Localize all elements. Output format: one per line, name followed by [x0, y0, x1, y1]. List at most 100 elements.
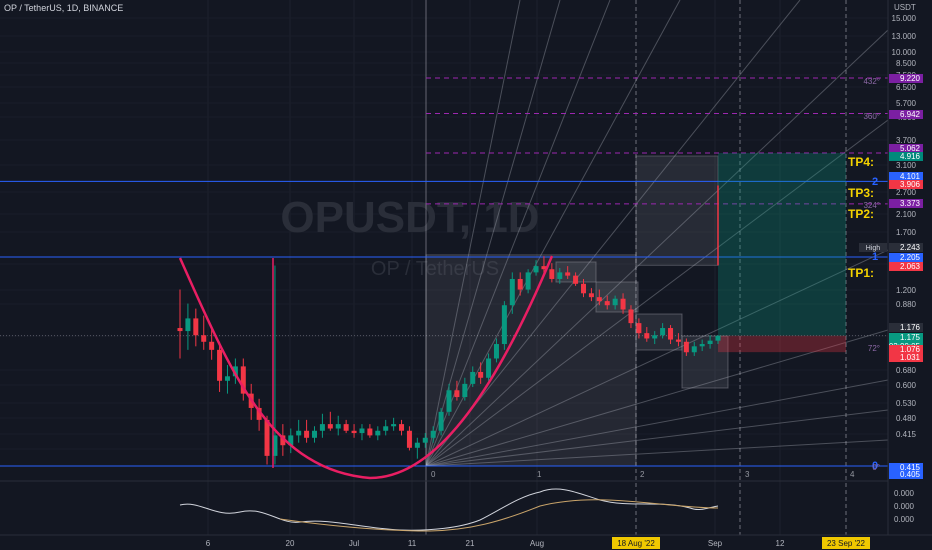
price-tick: 2.700: [896, 188, 917, 197]
candle-body: [406, 430, 412, 448]
candle-body: [557, 272, 563, 279]
candle-body: [446, 390, 452, 412]
price-tick: 13.000: [892, 32, 917, 41]
drawing-boxes: [425, 155, 729, 467]
price-badge-text: 5.062: [900, 144, 921, 153]
time-axis[interactable]: 6 20 Jul 11 21 Aug Sep 12 18 Aug '22 23 Sep '22: [0, 534, 932, 550]
price-badge: [889, 345, 923, 354]
position-loss-zone: [718, 335, 846, 353]
price-badge-text: 0.405: [900, 470, 921, 479]
price-badge-text: 4.916: [900, 152, 921, 161]
projection-box: [635, 155, 719, 266]
price-tick: 8.500: [896, 59, 917, 68]
long-position-tool[interactable]: [717, 153, 846, 353]
price-tick: 0.530: [896, 399, 917, 408]
chart-title: OP / TetherUS, 1D, BINANCE: [4, 3, 124, 13]
price-badge: [889, 333, 923, 342]
candle-body: [422, 437, 428, 443]
price-badge-text: 2.063: [900, 262, 921, 271]
price-badge-text: 2.243: [900, 243, 921, 252]
gann-label: 432°: [863, 77, 880, 86]
price-tick: 0.600: [896, 381, 917, 390]
price-badge: [889, 180, 923, 189]
price-badge: [889, 152, 923, 161]
price-badge-text: 0.415: [900, 463, 921, 472]
candle-body: [596, 297, 602, 302]
candle-body: [399, 424, 405, 431]
price-tick: 0.880: [896, 300, 917, 309]
candle-body: [383, 426, 389, 431]
chart-grid: [207, 0, 781, 535]
candle-body: [367, 428, 373, 436]
fib-label: 0: [872, 460, 878, 472]
grid-number: 3: [745, 470, 750, 479]
candle-body: [668, 328, 674, 340]
price-tick: 0.680: [896, 366, 917, 375]
price-badge: [889, 243, 923, 252]
candle-body: [280, 435, 286, 446]
indicator-line: [179, 488, 719, 531]
candle-body: [549, 269, 555, 279]
price-tick: 1.200: [896, 286, 917, 295]
gann-fan-line: [425, 29, 889, 467]
candle-body: [217, 349, 223, 381]
price-badge-text: 6.942: [900, 110, 921, 119]
price-badge-text: 1.175: [900, 333, 921, 342]
time-tick: 6: [206, 539, 211, 548]
grid-number: 4: [850, 470, 855, 479]
candle-body: [707, 340, 713, 345]
candle-body: [240, 366, 246, 394]
step-box: [681, 335, 729, 389]
candle-body: [375, 430, 381, 436]
candle-body: [478, 371, 484, 378]
time-tick: 20: [286, 539, 295, 548]
tp-label: TP3:: [848, 186, 874, 200]
candle-body: [438, 411, 444, 431]
gann-fan-line: [425, 439, 889, 467]
candle-body: [493, 344, 499, 359]
grid-number: 1: [537, 470, 542, 479]
candle-body: [462, 383, 468, 398]
watermark-pair: OP / TetherUS: [371, 258, 499, 280]
candle-body: [430, 430, 436, 438]
gann-label: 72°: [868, 344, 880, 353]
high-badge: [859, 243, 887, 252]
time-badge-text: 18 Aug '22: [617, 539, 655, 548]
candle-body: [660, 328, 666, 336]
price-tick: 0.480: [896, 414, 917, 423]
candle-body: [588, 293, 594, 298]
gann-label: 324°: [863, 201, 880, 210]
price-badge: [889, 172, 923, 181]
time-tick: Aug: [530, 539, 544, 548]
time-badge: [822, 537, 870, 549]
gann-fan-line: [425, 0, 801, 467]
price-badge-text: 2.205: [900, 253, 921, 262]
gann-label: 0°: [872, 463, 880, 472]
price-badge: [889, 353, 923, 362]
gann-box: [425, 254, 637, 467]
candle-body: [628, 309, 634, 324]
candle-body: [636, 323, 642, 334]
price-badge: [889, 144, 923, 153]
price-badge: [889, 110, 923, 119]
axis-currency: USDT: [894, 3, 916, 12]
gann-fan-line: [425, 0, 521, 467]
price-badge: [889, 253, 923, 262]
price-tick: 1.700: [896, 228, 917, 237]
time-badge-text: 23 Sep '22: [827, 539, 866, 548]
candle-body: [509, 278, 515, 306]
candle-body: [335, 424, 341, 429]
candle-body: [470, 371, 476, 384]
candle-body: [319, 424, 325, 431]
time-axis-bg: [0, 535, 932, 550]
price-badge-text: 4.101: [900, 172, 921, 181]
candle-body: [343, 424, 349, 431]
candle-body: [517, 278, 523, 290]
price-axis[interactable]: USDT15.00013.00010.0008.5007.5006.5005.7…: [859, 0, 932, 550]
arc-curve: [178, 255, 554, 480]
candle-body: [312, 430, 317, 438]
candle-body: [715, 335, 721, 341]
candle-body: [652, 335, 658, 339]
tp-label: TP4:: [848, 155, 874, 169]
